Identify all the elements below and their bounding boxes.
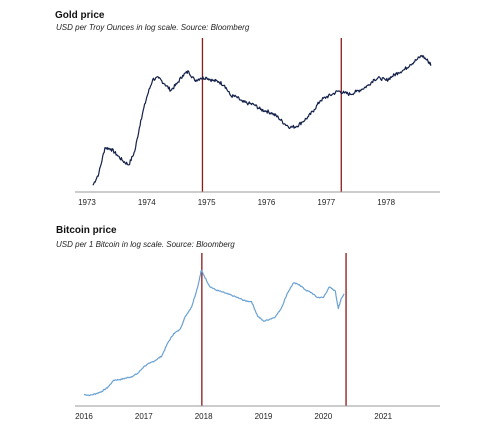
gold-x-tick-label: 1977 <box>317 198 335 207</box>
bitcoin-chart-title: Bitcoin price <box>56 225 117 236</box>
bitcoin-x-tick-label: 2017 <box>135 412 153 421</box>
bitcoin-x-tick-label: 2018 <box>195 412 213 421</box>
gold-x-tick-label: 1974 <box>138 198 156 207</box>
bitcoin-price-line <box>83 269 345 397</box>
bitcoin-chart-subtitle: USD per 1 Bitcoin in log scale. Source: … <box>56 240 235 249</box>
gold-x-tick-label: 1978 <box>377 198 395 207</box>
gold-chart-subtitle: USD per Troy Ounces in log scale. Source… <box>56 23 250 32</box>
gold-chart-title: Gold price <box>55 10 105 21</box>
gold-x-tick-label: 1973 <box>78 198 96 207</box>
bitcoin-x-tick-label: 2019 <box>255 412 273 421</box>
gold-price-line <box>92 54 432 186</box>
bitcoin-x-tick-label: 2021 <box>374 412 392 421</box>
bitcoin-x-tick-label: 2016 <box>75 412 93 421</box>
gold-x-tick-label: 1976 <box>258 198 276 207</box>
gold-x-tick-label: 1975 <box>198 198 216 207</box>
bitcoin-x-tick-label: 2020 <box>314 412 332 421</box>
gold-price-chart: 1973 1974 1975 1976 1977 1978 <box>75 38 440 207</box>
